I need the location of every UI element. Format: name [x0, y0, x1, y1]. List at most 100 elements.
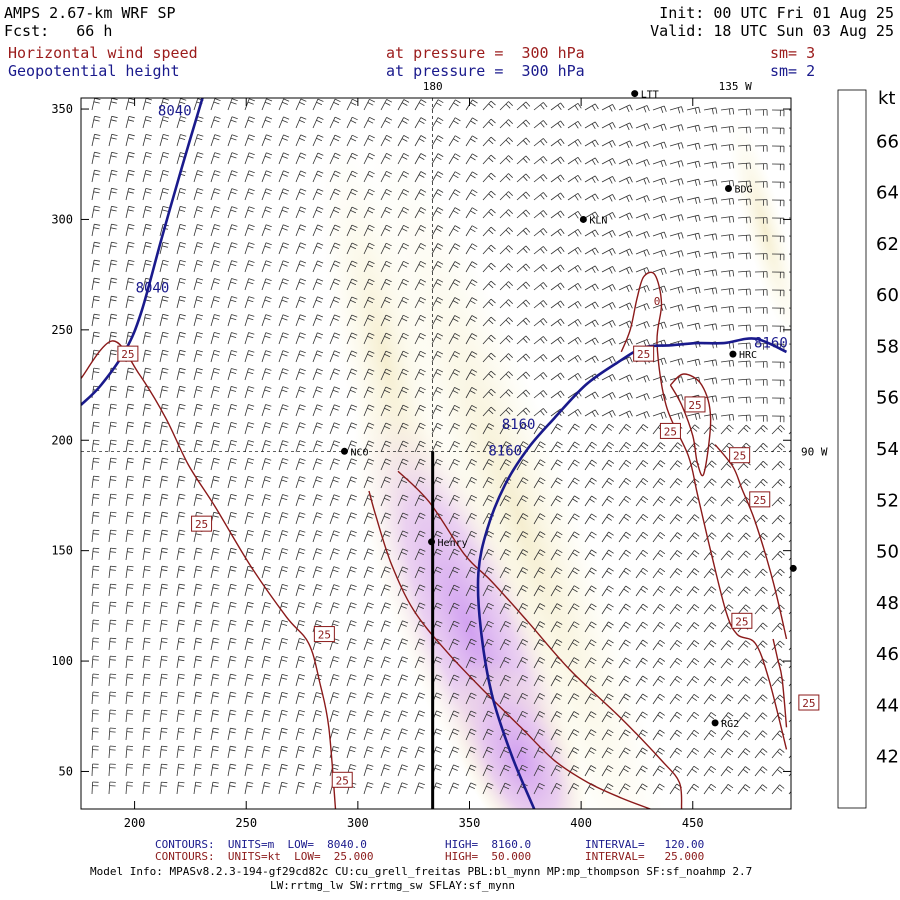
wind-barb: [567, 621, 580, 633]
wind-barb: [227, 386, 238, 399]
wind-barb: [720, 126, 735, 133]
wind-barb: [397, 99, 410, 111]
wind-barb: [499, 209, 513, 219]
wind-barb: [329, 548, 340, 561]
wind-barb: [516, 746, 528, 759]
wind-barb: [431, 297, 444, 309]
wind-barb: [703, 179, 718, 187]
wind-barb: [142, 511, 151, 525]
wind-barb: [210, 709, 220, 723]
wind-barb: [295, 278, 307, 291]
wind-barb: [193, 637, 203, 651]
station-label: RG2: [721, 719, 739, 730]
wind-barb: [142, 367, 152, 381]
init-time: Init: 00 UTC Fri 01 Aug 25: [659, 4, 894, 22]
colorbar-label: 64: [876, 183, 899, 204]
wind-barb: [771, 443, 785, 453]
wind-barb: [771, 586, 785, 597]
wind-barb: [210, 637, 220, 651]
wind-barb: [108, 133, 118, 147]
wind-barb: [482, 728, 494, 741]
wind-barb: [686, 424, 700, 435]
wind-barb: [669, 304, 684, 312]
wind-barb: [142, 421, 152, 435]
wind-barb: [380, 638, 391, 651]
wind-barb: [703, 395, 718, 403]
wind-barb: [244, 170, 255, 183]
wind-barb: [703, 442, 717, 453]
speed-label-text: 25: [336, 774, 349, 787]
wind-barb: [329, 674, 340, 687]
wind-barb: [754, 379, 768, 386]
wind-barb: [142, 205, 152, 219]
wind-barb: [414, 332, 426, 345]
wind-barb: [550, 639, 563, 651]
wind-barb: [363, 620, 374, 633]
wind-barb: [244, 368, 255, 381]
wind-barb: [91, 475, 100, 489]
wind-barb: [618, 531, 631, 543]
wind-barb: [652, 393, 667, 402]
wind-barb: [261, 440, 272, 453]
wind-barb: [142, 170, 152, 183]
wind-barb: [618, 459, 632, 471]
wind-barb: [669, 514, 683, 525]
speed-label: 25: [798, 694, 820, 711]
wind-barb: [465, 99, 478, 111]
wind-barb: [227, 332, 238, 345]
x-tick-label: 350: [459, 816, 481, 830]
wind-barb: [448, 351, 461, 363]
wind-barb: [346, 476, 358, 489]
wind-barb: [771, 361, 785, 369]
wind-barb: [703, 532, 717, 543]
wind-barb: [499, 782, 511, 795]
wind-barb: [431, 279, 444, 291]
wind-barb: [465, 369, 478, 381]
wind-barb: [91, 763, 99, 777]
wind-barb: [397, 260, 409, 273]
wind-barb: [108, 565, 117, 579]
wind-barb: [652, 747, 665, 759]
wind-barb: [720, 766, 734, 777]
wind-barb: [737, 324, 751, 332]
wind-barb: [754, 460, 768, 471]
wind-barb: [482, 495, 495, 507]
wind-barb: [533, 120, 548, 129]
wind-barb: [142, 655, 151, 669]
station-nco: NCO: [340, 447, 369, 458]
wind-barb: [176, 709, 185, 723]
wind-barb: [176, 547, 186, 561]
wind-barb: [176, 206, 187, 219]
wind-barb: [363, 530, 375, 543]
wind-barb: [244, 296, 255, 309]
wind-barb: [754, 568, 768, 579]
wind-barb: [397, 764, 408, 777]
wind-barb: [465, 494, 477, 507]
wind-barb: [754, 478, 768, 489]
wind-barb: [397, 314, 409, 327]
wind-barb: [108, 385, 117, 399]
wind-barb: [720, 496, 734, 507]
wind-barb: [567, 711, 580, 723]
wind-barb: [312, 548, 323, 561]
wind-barb: [703, 729, 717, 741]
wind-barb: [550, 282, 565, 291]
wind-barb: [108, 637, 117, 651]
wind-barb: [533, 728, 545, 741]
wind-barb: [669, 106, 684, 114]
wind-barb: [295, 188, 307, 201]
wind-barb: [754, 586, 768, 597]
wind-barb: [618, 783, 631, 795]
wind-barb: [720, 306, 735, 313]
wind-barb: [499, 602, 511, 615]
wind-barb: [618, 266, 633, 275]
wind-barb: [550, 318, 565, 327]
wind-barb: [703, 478, 717, 489]
wind-barb: [108, 763, 116, 777]
wind-barb: [91, 709, 99, 723]
wind-barb: [414, 260, 427, 273]
wind-barb: [397, 512, 409, 525]
wind-barb: [312, 692, 323, 705]
wind-barb: [414, 764, 425, 777]
wind-barb: [601, 356, 616, 364]
